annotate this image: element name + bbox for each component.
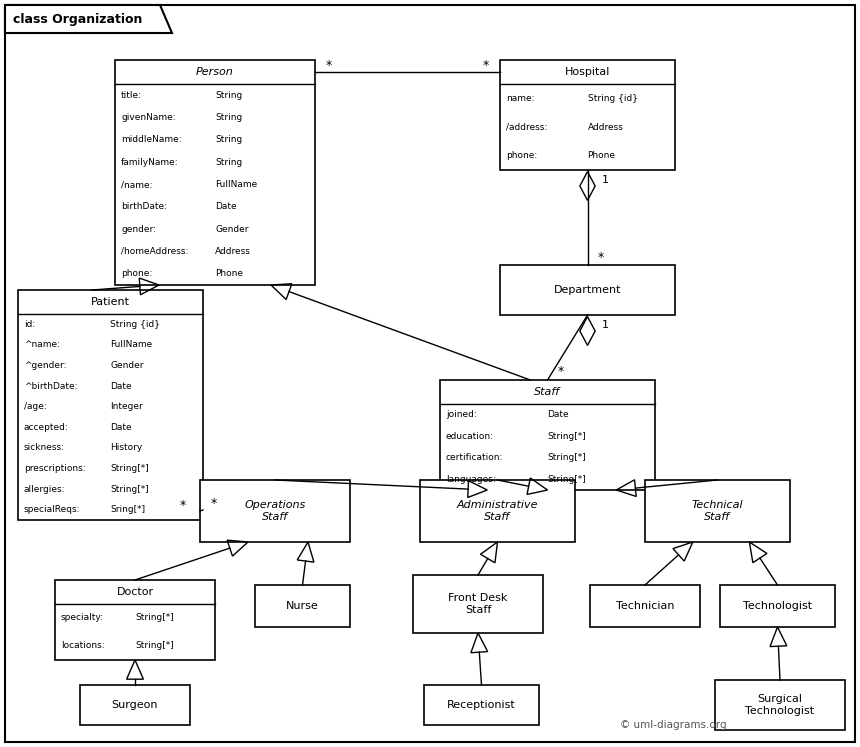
Text: Sring[*]: Sring[*] bbox=[110, 505, 145, 514]
Text: Address: Address bbox=[215, 247, 251, 256]
Bar bbox=[500, 265, 675, 315]
Text: String[*]: String[*] bbox=[548, 432, 587, 441]
Text: String: String bbox=[215, 90, 243, 99]
Text: Doctor: Doctor bbox=[116, 587, 154, 597]
Text: /age:: /age: bbox=[24, 402, 46, 411]
Bar bbox=[715, 680, 845, 730]
Text: ^gender:: ^gender: bbox=[24, 361, 66, 370]
Text: *: * bbox=[180, 498, 186, 512]
Text: sickness:: sickness: bbox=[24, 444, 65, 453]
Text: Technician: Technician bbox=[616, 601, 674, 611]
Text: Receptionist: Receptionist bbox=[447, 700, 516, 710]
Text: ^birthDate:: ^birthDate: bbox=[24, 382, 77, 391]
Bar bbox=[413, 575, 543, 633]
Bar bbox=[720, 585, 835, 627]
Text: Person: Person bbox=[196, 67, 234, 77]
Text: class Organization: class Organization bbox=[13, 13, 143, 25]
Text: Hospital: Hospital bbox=[565, 67, 611, 77]
Text: specialReqs:: specialReqs: bbox=[24, 505, 81, 514]
Bar bbox=[645, 480, 790, 542]
Text: FullName: FullName bbox=[110, 341, 153, 350]
Text: /address:: /address: bbox=[506, 123, 547, 131]
Text: Integer: Integer bbox=[110, 402, 144, 411]
Text: String: String bbox=[215, 158, 243, 167]
Text: title:: title: bbox=[121, 90, 142, 99]
Text: phone:: phone: bbox=[506, 151, 538, 160]
Text: allergies:: allergies: bbox=[24, 485, 65, 494]
Text: ^name:: ^name: bbox=[24, 341, 60, 350]
Bar bbox=[200, 480, 350, 542]
Text: Patient: Patient bbox=[91, 297, 130, 307]
Text: String {id}: String {id} bbox=[587, 94, 637, 103]
Text: education:: education: bbox=[446, 432, 494, 441]
Text: String[*]: String[*] bbox=[135, 642, 174, 651]
Text: Department: Department bbox=[554, 285, 621, 295]
Text: Gender: Gender bbox=[110, 361, 144, 370]
Text: String[*]: String[*] bbox=[110, 464, 150, 473]
Text: /homeAddress:: /homeAddress: bbox=[121, 247, 188, 256]
Bar bbox=[255, 585, 350, 627]
Text: Technical
Staff: Technical Staff bbox=[691, 500, 743, 522]
Text: locations:: locations: bbox=[61, 642, 105, 651]
Bar bbox=[18, 290, 203, 520]
Text: id:: id: bbox=[24, 320, 35, 329]
Text: Gender: Gender bbox=[215, 225, 249, 234]
Text: © uml-diagrams.org: © uml-diagrams.org bbox=[620, 720, 727, 730]
Text: /name:: /name: bbox=[121, 180, 152, 189]
Text: Front Desk
Staff: Front Desk Staff bbox=[448, 593, 507, 615]
Text: History: History bbox=[110, 444, 143, 453]
Text: Operations
Staff: Operations Staff bbox=[244, 500, 305, 522]
Bar bbox=[80, 685, 190, 725]
Text: Date: Date bbox=[548, 410, 569, 419]
Text: *: * bbox=[326, 60, 332, 72]
Text: Address: Address bbox=[587, 123, 623, 131]
Text: Administrative
Staff: Administrative Staff bbox=[457, 500, 538, 522]
Text: familyName:: familyName: bbox=[121, 158, 179, 167]
Text: Staff: Staff bbox=[534, 387, 561, 397]
Text: String[*]: String[*] bbox=[135, 613, 174, 622]
Bar bbox=[440, 380, 655, 490]
Bar bbox=[500, 60, 675, 170]
Bar bbox=[420, 480, 575, 542]
Polygon shape bbox=[5, 5, 172, 33]
Text: String: String bbox=[215, 113, 243, 122]
Text: *: * bbox=[482, 60, 489, 72]
Text: accepted:: accepted: bbox=[24, 423, 69, 432]
Text: Surgical
Technologist: Surgical Technologist bbox=[746, 694, 814, 716]
Text: String[*]: String[*] bbox=[110, 485, 150, 494]
Bar bbox=[55, 580, 215, 660]
Text: prescriptions:: prescriptions: bbox=[24, 464, 86, 473]
Text: birthDate:: birthDate: bbox=[121, 202, 167, 211]
Text: specialty:: specialty: bbox=[61, 613, 104, 622]
Text: Date: Date bbox=[110, 423, 132, 432]
Text: 1: 1 bbox=[601, 175, 609, 185]
Text: String {id}: String {id} bbox=[110, 320, 161, 329]
Text: languages:: languages: bbox=[446, 475, 495, 484]
Text: phone:: phone: bbox=[121, 270, 152, 279]
Text: joined:: joined: bbox=[446, 410, 476, 419]
Bar bbox=[590, 585, 700, 627]
Text: *: * bbox=[598, 250, 604, 264]
Text: name:: name: bbox=[506, 94, 535, 103]
Text: Phone: Phone bbox=[215, 270, 243, 279]
Text: Surgeon: Surgeon bbox=[112, 700, 158, 710]
Text: middleName:: middleName: bbox=[121, 135, 181, 144]
Text: gender:: gender: bbox=[121, 225, 156, 234]
Text: Date: Date bbox=[215, 202, 237, 211]
Text: FullName: FullName bbox=[215, 180, 257, 189]
Text: String: String bbox=[215, 135, 243, 144]
Bar bbox=[424, 685, 539, 725]
Text: givenName:: givenName: bbox=[121, 113, 175, 122]
Text: Date: Date bbox=[110, 382, 132, 391]
Text: *: * bbox=[557, 365, 564, 379]
Text: Nurse: Nurse bbox=[286, 601, 319, 611]
Text: Phone: Phone bbox=[587, 151, 616, 160]
Bar bbox=[115, 60, 315, 285]
Text: 1: 1 bbox=[601, 320, 609, 330]
Text: String[*]: String[*] bbox=[548, 453, 587, 462]
Text: *: * bbox=[211, 498, 218, 510]
Text: String[*]: String[*] bbox=[548, 475, 587, 484]
Text: Technologist: Technologist bbox=[743, 601, 812, 611]
Text: certification:: certification: bbox=[446, 453, 503, 462]
